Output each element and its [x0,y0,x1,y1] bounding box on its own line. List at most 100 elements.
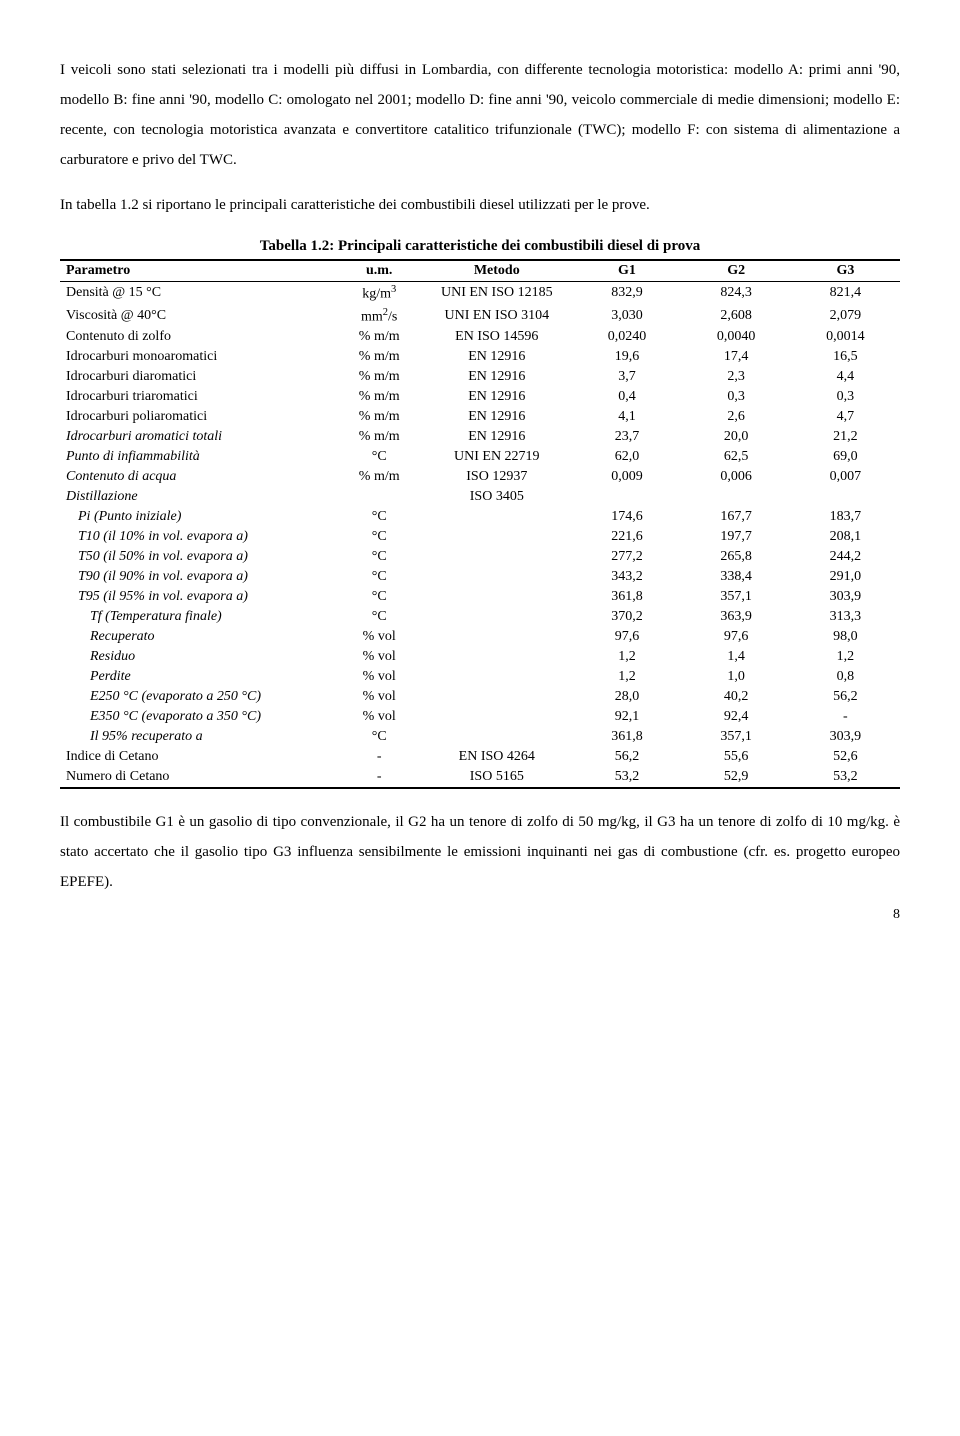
cell-metodo [421,707,572,727]
table-row: DistillazioneISO 3405 [60,487,900,507]
table-row: Recuperato% vol97,697,698,0 [60,627,900,647]
cell-um: mm2/s [337,305,421,328]
cell-metodo: UNI EN ISO 12185 [421,282,572,305]
cell-metodo [421,507,572,527]
cell-param: Indice di Cetano [60,747,337,767]
cell-metodo [421,727,572,747]
cell-g3: 1,2 [791,647,900,667]
cell-metodo: EN ISO 4264 [421,747,572,767]
table-row: T50 (il 50% in vol. evapora a)°C 277,2265… [60,547,900,567]
cell-metodo [421,687,572,707]
table-body: Densità @ 15 °Ckg/m3UNI EN ISO 12185832,… [60,282,900,789]
cell-g1: 62,0 [572,447,681,467]
table-row: Punto di infiammabilità°CUNI EN 2271962,… [60,447,900,467]
cell-param: Numero di Cetano [60,767,337,788]
cell-metodo [421,587,572,607]
table-row: Numero di Cetano-ISO 516553,252,953,2 [60,767,900,788]
cell-param: Contenuto di zolfo [60,327,337,347]
cell-g1: 3,7 [572,367,681,387]
cell-metodo: ISO 5165 [421,767,572,788]
table-row: Pi (Punto iniziale)°C174,6167,7183,7 [60,507,900,527]
cell-g3: 16,5 [791,347,900,367]
cell-metodo [421,607,572,627]
cell-metodo [421,547,572,567]
cell-g3: 0,3 [791,387,900,407]
cell-g2: 265,8 [682,547,791,567]
cell-g3: 183,7 [791,507,900,527]
cell-param: Idrocarburi monoaromatici [60,347,337,367]
cell-g1: 19,6 [572,347,681,367]
cell-g2: 2,608 [682,305,791,328]
cell-g2: 0,006 [682,467,791,487]
header-g2: G2 [682,260,791,282]
cell-metodo: UNI EN 22719 [421,447,572,467]
cell-g1: 277,2 [572,547,681,567]
cell-param: Idrocarburi diaromatici [60,367,337,387]
cell-g2: 0,3 [682,387,791,407]
page-number: 8 [60,907,900,923]
cell-g1: 174,6 [572,507,681,527]
cell-g2 [682,487,791,507]
cell-g3: 52,6 [791,747,900,767]
cell-g2: 197,7 [682,527,791,547]
cell-um: % vol [337,647,421,667]
cell-um: °C [337,447,421,467]
table-row: Indice di Cetano-EN ISO 426456,255,652,6 [60,747,900,767]
cell-g2: 338,4 [682,567,791,587]
header-g3: G3 [791,260,900,282]
cell-um: % m/m [337,367,421,387]
cell-g2: 167,7 [682,507,791,527]
cell-g3: 244,2 [791,547,900,567]
cell-um: % m/m [337,467,421,487]
cell-um: % m/m [337,427,421,447]
cell-param: T50 (il 50% in vol. evapora a) [60,547,337,567]
cell-param: Distillazione [60,487,337,507]
cell-g2: 97,6 [682,627,791,647]
cell-g3: 821,4 [791,282,900,305]
cell-param: Tf (Temperatura finale) [60,607,337,627]
table-header-row: Parametro u.m. Metodo G1 G2 G3 [60,260,900,282]
table-row: Idrocarburi triaromatici% m/mEN 129160,4… [60,387,900,407]
cell-g1: 53,2 [572,767,681,788]
cell-metodo: UNI EN ISO 3104 [421,305,572,328]
cell-g1: 1,2 [572,667,681,687]
cell-um: °C [337,727,421,747]
cell-g1: 97,6 [572,627,681,647]
cell-um: % vol [337,687,421,707]
cell-um [337,487,421,507]
header-parametro: Parametro [60,260,337,282]
cell-g2: 55,6 [682,747,791,767]
cell-g1: 3,030 [572,305,681,328]
cell-g1: 0,009 [572,467,681,487]
cell-g3: 0,8 [791,667,900,687]
cell-um: % vol [337,667,421,687]
cell-param: Idrocarburi aromatici totali [60,427,337,447]
table-row: Idrocarburi monoaromatici% m/mEN 1291619… [60,347,900,367]
cell-g3: 2,079 [791,305,900,328]
cell-g1: 343,2 [572,567,681,587]
table-row: Contenuto di acqua% m/mISO 129370,0090,0… [60,467,900,487]
cell-um: % vol [337,707,421,727]
cell-um: °C [337,547,421,567]
cell-g1: 0,4 [572,387,681,407]
cell-g2: 0,0040 [682,327,791,347]
cell-um: % m/m [337,347,421,367]
cell-metodo: EN 12916 [421,387,572,407]
cell-g3: 56,2 [791,687,900,707]
cell-g3: 303,9 [791,727,900,747]
cell-param: Contenuto di acqua [60,467,337,487]
cell-g2: 20,0 [682,427,791,447]
cell-g2: 363,9 [682,607,791,627]
cell-metodo: EN 12916 [421,427,572,447]
table-row: T95 (il 95% in vol. evapora a)°C361,8357… [60,587,900,607]
cell-g2: 824,3 [682,282,791,305]
cell-param: Pi (Punto iniziale) [60,507,337,527]
intro-paragraph-1: I veicoli sono stati selezionati tra i m… [60,55,900,175]
cell-metodo [421,647,572,667]
cell-g2: 357,1 [682,727,791,747]
cell-g3: 313,3 [791,607,900,627]
cell-param: Perdite [60,667,337,687]
table-row: T10 (il 10% in vol. evapora a)°C221,6197… [60,527,900,547]
cell-g2: 92,4 [682,707,791,727]
cell-g3: 0,007 [791,467,900,487]
